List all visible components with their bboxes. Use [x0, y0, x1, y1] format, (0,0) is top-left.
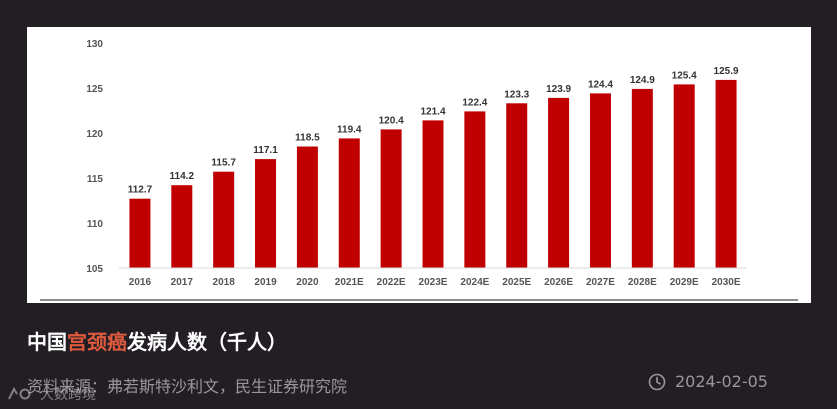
bar-value-label: 117.1	[253, 145, 278, 156]
x-tick-label: 2017	[171, 277, 194, 288]
bar	[338, 138, 360, 268]
bars-group: 112.7 114.2 115.7 117.1 118.5 119.4 120.4 121.4…	[128, 66, 739, 269]
date-text: 2024-02-05	[675, 372, 768, 391]
chart-title: 中国宫颈癌发病人数（千人）	[27, 326, 287, 355]
bar	[506, 103, 528, 268]
y-axis: 105 110 115 120 125 130	[86, 39, 103, 275]
clock-icon	[648, 373, 666, 390]
bar-value-label: 123.9	[546, 84, 571, 95]
bar-value-label: 119.4	[337, 124, 362, 135]
bar	[548, 97, 570, 269]
x-tick-label: 2027E	[586, 277, 615, 288]
bar-value-label: 114.2	[170, 171, 195, 182]
bar	[296, 146, 318, 268]
chart-card: 105 110 115 120 125 130 112.7 114.2 115.7 117.1 1…	[27, 27, 811, 303]
bar-value-label: 123.3	[504, 89, 529, 100]
x-tick-label: 2024E	[460, 277, 489, 288]
title-suffix: 发病人数（千人）	[127, 330, 287, 354]
bar-value-label: 124.9	[630, 75, 655, 86]
bar-value-label: 125.9	[714, 66, 739, 77]
bar-value-label: 118.5	[295, 133, 320, 144]
bar-value-label: 120.4	[379, 115, 404, 126]
bar-value-label: 121.4	[420, 106, 445, 117]
x-tick-label: 2029E	[670, 277, 699, 288]
x-tick-label: 2023E	[419, 277, 448, 288]
logo-mark	[8, 386, 31, 400]
bar-value-label: 125.4	[672, 70, 697, 81]
bar	[171, 185, 193, 268]
x-tick-label: 2022E	[377, 277, 406, 288]
bar	[631, 88, 653, 269]
bar-value-label: 115.7	[211, 158, 236, 169]
bar	[673, 84, 695, 269]
x-tick-label: 2021E	[335, 277, 364, 288]
bar	[255, 159, 277, 268]
bar	[422, 120, 444, 269]
bar-value-label: 124.4	[588, 79, 613, 90]
bar	[129, 198, 151, 268]
source-note: 资料来源：弗若斯特沙利文，民生证券研究院	[27, 377, 348, 396]
y-tick-label: 110	[87, 219, 104, 230]
watermark: 大数跨境	[6, 384, 96, 404]
x-tick-label: 2026E	[544, 277, 573, 288]
x-tick-label: 2018	[213, 277, 236, 288]
x-tick-label: 2019	[254, 277, 277, 288]
bar	[213, 171, 235, 268]
x-tick-label: 2028E	[628, 277, 657, 288]
bar-value-label: 122.4	[462, 97, 487, 108]
x-axis: 2016 2017 2018 2019 2020 2021E 2022E 2023E 2024E…	[129, 277, 741, 288]
bar-value-label: 112.7	[128, 185, 153, 196]
bar	[380, 129, 402, 268]
x-tick-label: 2025E	[502, 277, 531, 288]
title-highlight: 宫颈癌	[67, 330, 127, 354]
y-tick-label: 120	[86, 129, 103, 140]
y-tick-label: 125	[86, 84, 103, 95]
publish-date: 2024-02-05	[648, 372, 768, 391]
bar	[715, 79, 737, 269]
y-tick-label: 130	[86, 39, 103, 50]
x-tick-label: 2030E	[712, 277, 741, 288]
bar	[464, 111, 486, 269]
y-tick-label: 115	[87, 174, 104, 185]
watermark-text: 大数跨境	[40, 387, 96, 403]
x-tick-label: 2016	[129, 277, 152, 288]
bar	[589, 93, 611, 269]
y-tick-label: 105	[86, 264, 103, 275]
x-tick-label: 2020	[296, 277, 319, 288]
title-prefix: 中国	[27, 330, 67, 354]
